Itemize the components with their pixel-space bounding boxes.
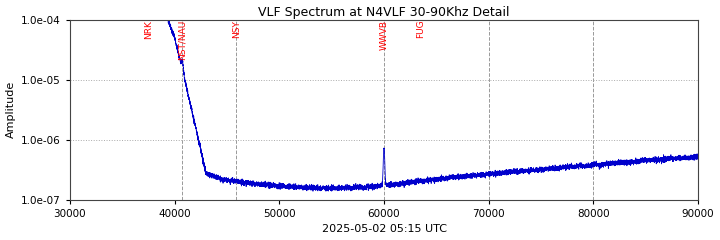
Text: NST/NAU: NST/NAU bbox=[178, 20, 187, 60]
X-axis label: 2025-05-02 05:15 UTC: 2025-05-02 05:15 UTC bbox=[322, 224, 446, 234]
Text: WWVB: WWVB bbox=[379, 20, 389, 50]
Text: FUG: FUG bbox=[416, 20, 425, 38]
Y-axis label: Amplitude: Amplitude bbox=[6, 81, 16, 138]
Title: VLF Spectrum at N4VLF 30-90Khz Detail: VLF Spectrum at N4VLF 30-90Khz Detail bbox=[258, 6, 510, 18]
Text: NSY: NSY bbox=[232, 20, 241, 38]
Text: NRK: NRK bbox=[144, 20, 153, 39]
